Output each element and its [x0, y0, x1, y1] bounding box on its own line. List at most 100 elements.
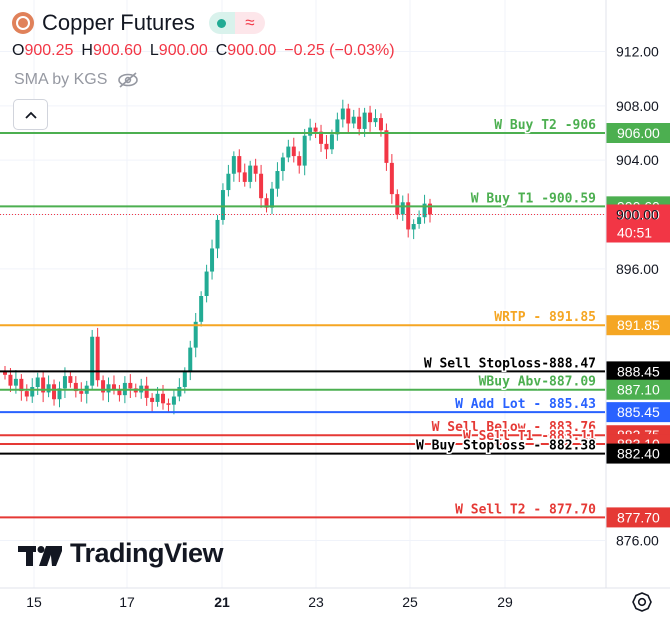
level-label: W Buy T1 -900.59: [471, 191, 596, 206]
low-key: L: [149, 42, 159, 59]
candle-body: [24, 391, 29, 397]
candle-body: [297, 156, 302, 166]
market-status[interactable]: ≈: [208, 12, 265, 34]
candle-body: [428, 203, 432, 215]
candle-body: [155, 393, 160, 402]
candle-body: [340, 108, 345, 120]
candle-body: [62, 376, 67, 389]
chevron-up-icon: [24, 111, 37, 119]
collapse-legend-button[interactable]: [13, 99, 48, 130]
close-key: C: [215, 42, 228, 59]
candle-body: [319, 131, 324, 144]
candle-body: [384, 130, 389, 163]
low-value: 900.00: [158, 42, 208, 59]
candle-body: [144, 385, 149, 398]
candle-body: [248, 165, 253, 182]
indicator-name[interactable]: SMA by KGS: [14, 71, 108, 88]
high-value: 900.60: [92, 42, 142, 59]
eye-hidden-icon[interactable]: [117, 72, 139, 88]
candle-body: [308, 127, 313, 136]
candle-body: [373, 118, 378, 123]
level-price-tag-text: 888.45: [617, 363, 660, 379]
candle-body: [324, 143, 329, 150]
candle-body: [177, 387, 182, 397]
candle-body: [275, 171, 280, 189]
y-tick-label: 900.00: [616, 206, 659, 222]
y-tick-label: 904.00: [616, 152, 659, 168]
settings-button[interactable]: [632, 592, 652, 617]
candle-body: [226, 173, 231, 191]
candle-body: [215, 219, 220, 249]
close-value: 900.00: [227, 42, 277, 59]
level-label: W Sell T2 - 877.70: [455, 502, 596, 517]
level-price-tag-text: 891.85: [617, 317, 660, 333]
candle-body: [362, 112, 367, 129]
level-price-tag-text: 885.45: [617, 404, 660, 420]
candlestick-series: [3, 99, 432, 415]
current-price-tag: [606, 204, 670, 243]
candle-body: [291, 146, 296, 157]
candle-body: [3, 370, 7, 375]
candle-body: [259, 173, 264, 199]
candle-body: [193, 321, 198, 348]
gear-icon: [632, 592, 652, 612]
candle-body: [378, 118, 383, 131]
candle-body: [231, 156, 236, 174]
high-key: H: [81, 42, 93, 59]
level-price-tag: [606, 507, 670, 528]
candle-body: [346, 108, 351, 124]
candle-body: [406, 202, 411, 230]
level-label: W Sell T1 -883.11: [463, 429, 596, 444]
level-price-tag-text: 882.40: [617, 446, 660, 462]
candle-body: [313, 127, 318, 132]
candle-body: [286, 146, 291, 158]
candle-body: [302, 135, 307, 166]
candle-body: [150, 397, 155, 402]
candle-body: [73, 382, 78, 392]
market-open-icon: [208, 12, 235, 34]
level-label: W Buy Stoploss - 882.38: [416, 439, 596, 454]
candle-body: [35, 377, 40, 388]
candle-body: [335, 119, 340, 135]
ohlc-legend: O900.25 H900.60 L900.00 C900.00 −0.25 (−0.03…: [12, 42, 403, 60]
level-label: W Buy T2 -906: [494, 118, 596, 133]
candle-body: [351, 116, 356, 124]
candle-body: [269, 188, 274, 208]
symbol-title[interactable]: Copper Futures: [42, 10, 195, 35]
level-price-tag-text: 906.00: [617, 125, 660, 141]
candle-body: [264, 198, 269, 208]
candle-body: [199, 295, 204, 322]
candle-body: [417, 217, 422, 225]
indicator-legend[interactable]: SMA by KGS: [14, 71, 139, 89]
candle-body: [13, 378, 18, 386]
candle-body: [253, 165, 258, 174]
level-price-tag: [606, 122, 670, 143]
x-tick-label: 29: [497, 594, 513, 610]
level-price-tag: [606, 315, 670, 336]
grid-lines: [0, 0, 605, 588]
x-tick-label: 15: [26, 594, 42, 610]
candle-body: [117, 389, 122, 396]
candle-body: [204, 271, 209, 296]
candle-body: [411, 224, 416, 230]
x-tick-label: 23: [308, 594, 324, 610]
candle-body: [128, 382, 133, 389]
level-label: W Sell Stoploss-888.47: [424, 356, 596, 371]
candle-body: [68, 376, 73, 383]
tradingview-logo-icon: [18, 545, 62, 566]
y-tick-label: 908.00: [616, 98, 659, 114]
candle-body: [368, 112, 373, 123]
candle-body: [389, 162, 394, 195]
tradingview-watermark: TradingView: [18, 538, 224, 569]
candle-body: [242, 172, 247, 182]
current-price-text: 900.00: [617, 206, 660, 222]
candle-body: [57, 388, 62, 400]
open-key: O: [12, 42, 25, 59]
candle-body: [182, 372, 187, 388]
level-price-tag: [606, 443, 670, 464]
level-price-tag: [606, 402, 670, 423]
brand-name: TradingView: [70, 538, 224, 568]
